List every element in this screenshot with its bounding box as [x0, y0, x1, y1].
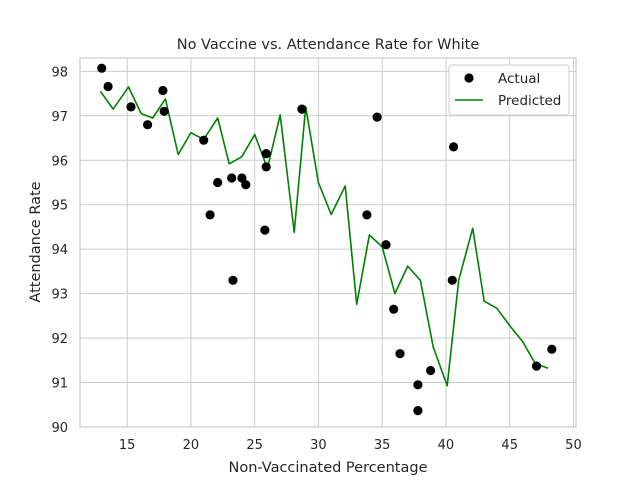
actual-point	[426, 365, 436, 376]
y-tick-label: 93	[51, 288, 68, 303]
x-axis-label: Non-Vaccinated Percentage	[228, 460, 427, 476]
x-tick-label: 50	[565, 438, 582, 453]
x-tick-label: 35	[374, 438, 391, 453]
actual-point	[199, 135, 209, 145]
actual-point	[237, 173, 247, 183]
actual-point	[227, 173, 237, 183]
chart-title: No Vaccine vs. Attendance Rate for White	[177, 37, 480, 53]
actual-point	[97, 63, 107, 73]
actual-point	[213, 177, 223, 188]
legend-point-swatch	[464, 73, 474, 83]
actual-point	[103, 81, 113, 92]
x-tick-label: 30	[310, 438, 327, 453]
x-tick-labels: 15 20 25 30 35 40 45 50	[119, 438, 582, 453]
x-tick-label: 45	[501, 438, 518, 453]
y-tick-label: 90	[51, 421, 68, 436]
legend-entry-label: Predicted	[498, 93, 561, 109]
y-tick-label: 92	[51, 332, 68, 347]
y-tick-label: 98	[51, 65, 68, 80]
predicted-line	[99, 86, 549, 387]
plot-frame	[79, 57, 577, 428]
y-tick-label: 96	[51, 154, 68, 169]
actual-point	[260, 225, 270, 235]
actual-point	[126, 102, 136, 112]
x-tick-label: 20	[183, 438, 200, 453]
y-tick-label: 97	[51, 110, 68, 125]
y-tick-label: 94	[51, 243, 68, 258]
actual-point	[159, 106, 169, 116]
legend-entry-label: Actual	[498, 71, 540, 87]
y-axis-label: Attendance Rate	[28, 181, 44, 302]
actual-point	[261, 162, 271, 172]
actual-point	[447, 275, 457, 285]
actual-point	[143, 120, 153, 130]
legend: Actual Predicted	[448, 64, 570, 116]
actual-point	[362, 210, 372, 220]
actual-point	[205, 210, 215, 220]
actual-point	[381, 240, 391, 250]
actual-point	[297, 104, 307, 114]
actual-point	[413, 380, 423, 390]
actual-point	[395, 349, 405, 359]
actual-point	[261, 149, 271, 159]
y-tick-label: 91	[51, 377, 68, 392]
y-tick-labels: 90 91 92 93 94 95 96 97 98	[51, 65, 68, 436]
actual-point	[228, 275, 238, 285]
x-tick-label: 40	[438, 438, 455, 453]
actual-point	[389, 304, 399, 314]
actual-point	[449, 142, 459, 152]
predicted-line-layer	[99, 86, 549, 387]
actual-point	[241, 180, 251, 190]
actual-point	[413, 406, 423, 416]
x-tick-label: 15	[119, 438, 136, 453]
legend-box	[448, 64, 570, 116]
y-tick-label: 95	[51, 199, 68, 214]
actual-point	[158, 85, 168, 96]
actual-point	[531, 361, 542, 371]
x-tick-label: 25	[246, 438, 263, 453]
actual-point	[547, 344, 557, 354]
actual-point	[372, 112, 382, 122]
actual-points-layer	[97, 63, 557, 416]
